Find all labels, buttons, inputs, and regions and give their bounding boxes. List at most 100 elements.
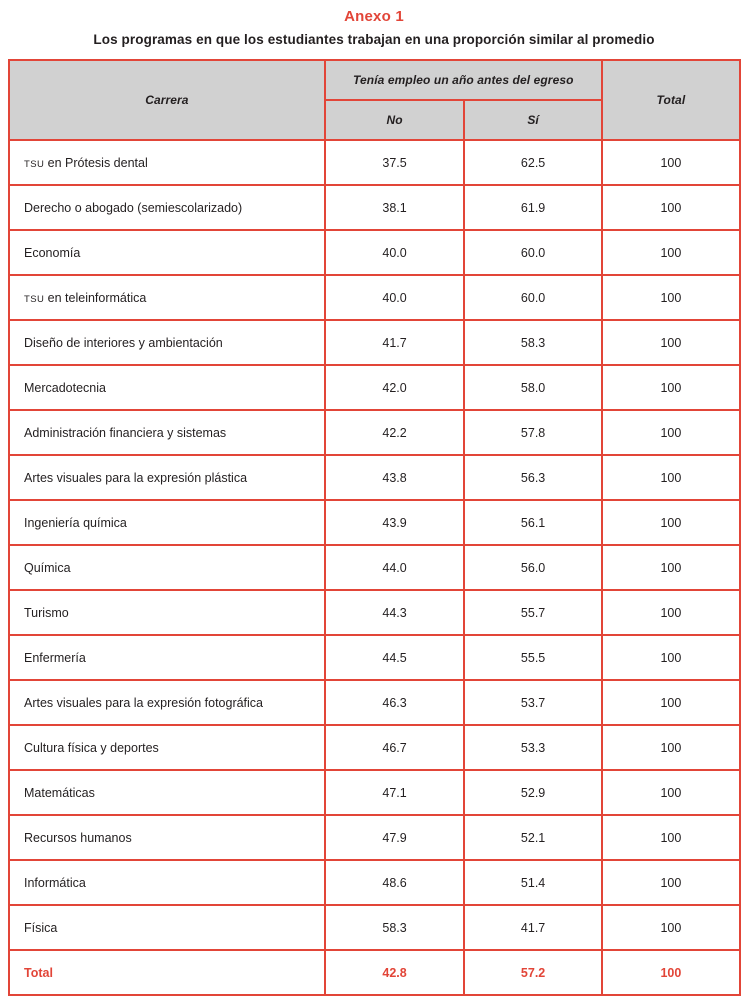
total-cell: 100 — [600, 364, 742, 411]
carrera-cell: Economía — [8, 229, 326, 276]
total-cell: 100 — [600, 724, 742, 771]
carrera-cell: TSU en teleinformática — [8, 274, 326, 321]
total-cell: 100 — [600, 589, 742, 636]
table-row: Física 58.3 41.7 100 — [8, 904, 742, 951]
si-cell: 55.5 — [463, 634, 603, 681]
si-cell: 41.7 — [463, 904, 603, 951]
si-cell: 58.0 — [463, 364, 603, 411]
table-row: Recursos humanos 47.9 52.1 100 — [8, 814, 742, 861]
no-cell: 46.7 — [323, 724, 466, 771]
si-cell: 52.1 — [463, 814, 603, 861]
column-header-no: No — [323, 99, 466, 141]
column-header-group: Tenía empleo un año antes del egreso — [323, 59, 603, 101]
no-cell: 42.2 — [323, 409, 466, 456]
si-cell: 58.3 — [463, 319, 603, 366]
total-cell: 100 — [600, 769, 742, 816]
table-row: Administración financiera y sistemas 42.… — [8, 409, 742, 456]
no-cell: 58.3 — [323, 904, 466, 951]
table-row: Cultura física y deportes 46.7 53.3 100 — [8, 724, 742, 771]
carrera-cell: Enfermería — [8, 634, 326, 681]
total-cell: 100 — [600, 679, 742, 726]
no-cell: 38.1 — [323, 184, 466, 231]
carrera-cell: Física — [8, 904, 326, 951]
si-cell: 53.3 — [463, 724, 603, 771]
si-cell: 55.7 — [463, 589, 603, 636]
si-cell: 61.9 — [463, 184, 603, 231]
table-row: Química 44.0 56.0 100 — [8, 544, 742, 591]
no-cell: 44.3 — [323, 589, 466, 636]
total-cell: 100 — [600, 454, 742, 501]
table-row: Diseño de interiores y ambientación 41.7… — [8, 319, 742, 366]
total-cell: 100 — [600, 499, 742, 546]
no-cell: 43.8 — [323, 454, 466, 501]
no-cell: 43.9 — [323, 499, 466, 546]
total-cell: 100 — [600, 184, 742, 231]
table-row: Artes visuales para la expresión plástic… — [8, 454, 742, 501]
no-cell: 48.6 — [323, 859, 466, 906]
carrera-cell: Matemáticas — [8, 769, 326, 816]
total-label-cell: Total — [8, 949, 326, 996]
document-table: Carrera Tenía empleo un año antes del eg… — [8, 59, 742, 996]
carrera-cell: TSU en Prótesis dental — [8, 139, 326, 186]
si-cell: 53.7 — [463, 679, 603, 726]
si-cell: 51.4 — [463, 859, 603, 906]
no-cell: 42.0 — [323, 364, 466, 411]
total-row: Total 42.8 57.2 100 — [8, 949, 742, 996]
total-no-cell: 42.8 — [323, 949, 466, 996]
table-row: Informática 48.6 51.4 100 — [8, 859, 742, 906]
total-cell: 100 — [600, 229, 742, 276]
carrera-cell: Diseño de interiores y ambientación — [8, 319, 326, 366]
page-subtitle: Los programas en que los estudiantes tra… — [93, 32, 655, 47]
header-row-sub: No Sí — [9, 99, 740, 141]
si-cell: 62.5 — [463, 139, 603, 186]
carrera-cell: Mercadotecnia — [8, 364, 326, 411]
no-cell: 44.0 — [323, 544, 466, 591]
no-cell: 47.1 — [323, 769, 466, 816]
table-row: Turismo 44.3 55.7 100 — [8, 589, 742, 636]
total-cell: 100 — [600, 544, 742, 591]
table-row: Economía 40.0 60.0 100 — [8, 229, 742, 276]
carrera-cell: Ingeniería química — [8, 499, 326, 546]
table-row: Matemáticas 47.1 52.9 100 — [8, 769, 742, 816]
si-cell: 56.1 — [463, 499, 603, 546]
carrera-cell: Artes visuales para la expresión plástic… — [8, 454, 326, 501]
si-cell: 56.0 — [463, 544, 603, 591]
no-cell: 46.3 — [323, 679, 466, 726]
table-row: Mercadotecnia 42.0 58.0 100 — [8, 364, 742, 411]
total-cell: 100 — [600, 859, 742, 906]
carrera-cell: Administración financiera y sistemas — [8, 409, 326, 456]
total-cell: 100 — [600, 814, 742, 861]
table-row: Artes visuales para la expresión fotográ… — [8, 679, 742, 726]
total-cell: 100 — [600, 409, 742, 456]
table-row: Enfermería 44.5 55.5 100 — [8, 634, 742, 681]
column-header-carrera: Carrera — [8, 59, 326, 141]
total-total-cell: 100 — [600, 949, 742, 996]
no-cell: 37.5 — [323, 139, 466, 186]
carrera-cell: Cultura física y deportes — [8, 724, 326, 771]
si-cell: 60.0 — [463, 229, 603, 276]
column-header-total: Total — [600, 59, 742, 141]
si-cell: 57.8 — [463, 409, 603, 456]
carrera-cell: Derecho o abogado (semiescolarizado) — [8, 184, 326, 231]
carrera-cell: Artes visuales para la expresión fotográ… — [8, 679, 326, 726]
total-si-cell: 57.2 — [463, 949, 603, 996]
carrera-cell: Recursos humanos — [8, 814, 326, 861]
no-cell: 40.0 — [323, 274, 466, 321]
total-cell: 100 — [600, 904, 742, 951]
no-cell: 41.7 — [323, 319, 466, 366]
total-cell: 100 — [600, 274, 742, 321]
header-row-top: Carrera Tenía empleo un año antes del eg… — [8, 59, 742, 141]
page-title: Anexo 1 — [344, 8, 404, 25]
si-cell: 60.0 — [463, 274, 603, 321]
table-row: Ingeniería química 43.9 56.1 100 — [8, 499, 742, 546]
carrera-cell: Informática — [8, 859, 326, 906]
no-cell: 40.0 — [323, 229, 466, 276]
no-cell: 47.9 — [323, 814, 466, 861]
no-cell: 44.5 — [323, 634, 466, 681]
si-cell: 52.9 — [463, 769, 603, 816]
carrera-cell: Turismo — [8, 589, 326, 636]
table-row: Derecho o abogado (semiescolarizado) 38.… — [8, 184, 742, 231]
total-cell: 100 — [600, 634, 742, 681]
column-header-si: Sí — [463, 99, 603, 141]
table-row: TSU en Prótesis dental 37.5 62.5 100 — [8, 139, 742, 186]
